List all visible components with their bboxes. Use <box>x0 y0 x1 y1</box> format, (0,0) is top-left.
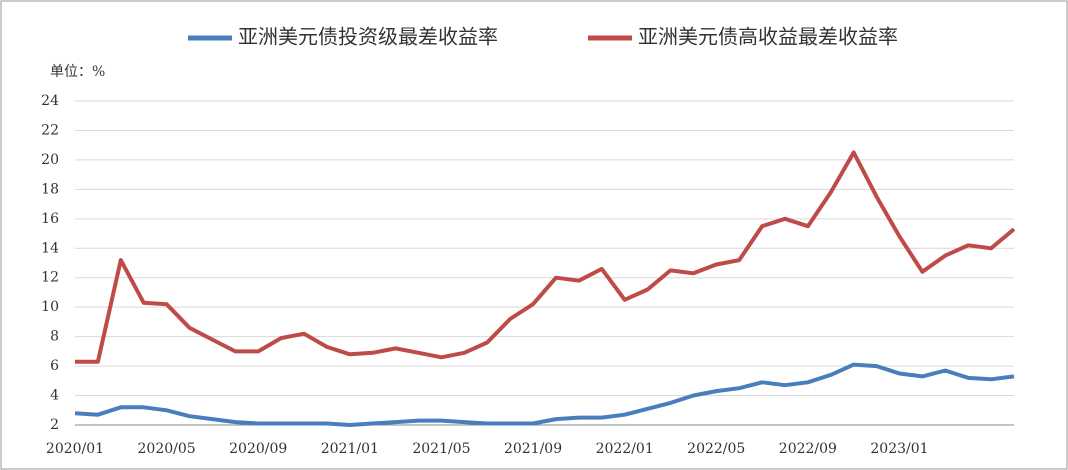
y-tick-label: 10 <box>41 299 59 315</box>
y-tick-label: 8 <box>50 329 59 345</box>
x-tick-label: 2020/09 <box>229 441 287 457</box>
x-tick-label: 2021/05 <box>412 441 470 457</box>
x-tick-label: 2023/01 <box>870 441 928 457</box>
x-tick-label: 2022/09 <box>779 441 837 457</box>
y-tick-label: 14 <box>41 240 59 256</box>
x-tick-label: 2020/05 <box>138 441 196 457</box>
line-series <box>75 150 1016 364</box>
x-tick-label: 2021/09 <box>504 441 562 457</box>
y-tick-label: 22 <box>41 122 59 138</box>
x-tick-label: 2022/01 <box>596 441 654 457</box>
legend: 亚洲美元债投资级最差收益率 亚洲美元债高收益最差收益率 <box>188 25 898 49</box>
y-tick-label: 12 <box>41 270 59 286</box>
y-tick-label: 6 <box>50 358 59 374</box>
y-tick-label: 16 <box>41 211 59 227</box>
y-tick-label: 4 <box>50 388 59 404</box>
x-tick-label: 2021/01 <box>321 441 379 457</box>
y-tick-label: 20 <box>41 152 59 168</box>
legend-label: 亚洲美元债投资级最差收益率 <box>238 25 498 49</box>
line-series <box>74 362 1015 427</box>
x-tick-label: 2020/01 <box>46 441 104 457</box>
legend-label: 亚洲美元债高收益最差收益率 <box>638 25 898 49</box>
x-tick-label: 2022/05 <box>687 441 745 457</box>
y-tick-label: 2 <box>50 417 59 433</box>
unit-label: 单位：% <box>50 64 105 80</box>
y-tick-label: 24 <box>41 93 59 109</box>
y-tick-label: 18 <box>41 181 59 197</box>
